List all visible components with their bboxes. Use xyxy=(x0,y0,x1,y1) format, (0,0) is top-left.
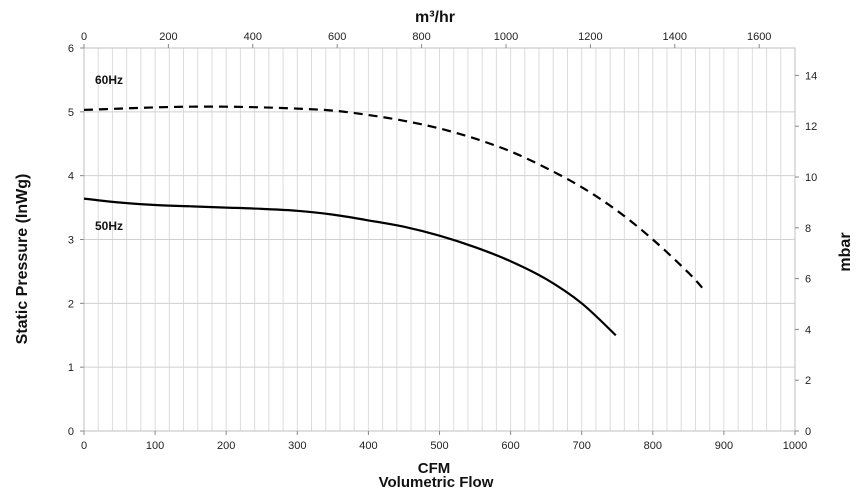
x-bottom-tick-label: 1000 xyxy=(783,440,807,452)
x-top-axis-title: m³/hr xyxy=(415,9,455,26)
y-left-tick-label: 5 xyxy=(68,107,74,119)
x-bottom-tick-label: 500 xyxy=(430,440,448,452)
y-right-tick-label: 14 xyxy=(805,70,817,82)
x-bottom-tick-label: 300 xyxy=(288,440,306,452)
x-bottom-tick-label: 200 xyxy=(217,440,235,452)
x-bottom-axis-subtitle: Volumetric Flow xyxy=(379,474,494,491)
y-right-tick-label: 0 xyxy=(805,426,811,438)
y-right-axis-title: mbar xyxy=(837,232,854,271)
x-bottom-tick-label: 100 xyxy=(146,440,164,452)
y-left-tick-label: 6 xyxy=(68,43,74,55)
y-right-tick-label: 4 xyxy=(805,324,811,336)
y-right-tick-label: 8 xyxy=(805,223,811,235)
series-line-60hz xyxy=(83,105,706,292)
x-bottom-tick-label: 600 xyxy=(501,440,519,452)
x-top-tick-label: 1400 xyxy=(663,31,687,43)
y-right-tick-label: 2 xyxy=(805,375,811,387)
x-top-tick-label: 1600 xyxy=(747,31,771,43)
x-top-tick-label: 1000 xyxy=(494,31,518,43)
x-top-tick-label: 1200 xyxy=(578,31,602,43)
y-left-tick-label: 4 xyxy=(68,171,74,183)
x-top-tick-label: 200 xyxy=(159,31,177,43)
series-group xyxy=(83,105,706,337)
x-bottom-tick-label: 900 xyxy=(715,440,733,452)
y-left-axis-title: Static Pressure (InWg) xyxy=(14,174,31,345)
y-left-tick-label: 3 xyxy=(68,235,74,247)
series-line-50hz xyxy=(83,197,617,337)
y-left-ticks: 0 1 2 3 4 5 6 xyxy=(68,43,84,438)
series-label-60hz: 60Hz xyxy=(95,73,123,87)
x-bottom-tick-label: 0 xyxy=(81,440,87,452)
y-right-ticks: 0 2 4 6 8 10 12 14 xyxy=(795,70,817,438)
x-bottom-tick-label: 700 xyxy=(573,440,591,452)
y-left-tick-label: 0 xyxy=(68,426,74,438)
x-bottom-tick-label: 800 xyxy=(644,440,662,452)
x-top-tick-label: 600 xyxy=(328,31,346,43)
y-right-tick-label: 10 xyxy=(805,172,817,184)
grid xyxy=(83,47,796,432)
y-left-tick-label: 2 xyxy=(68,298,74,310)
y-left-tick-label: 1 xyxy=(68,362,74,374)
x-top-ticks: 0 200 400 600 800 1000 1200 1400 1600 xyxy=(81,31,771,48)
x-bottom-axis-title: CFM xyxy=(418,460,451,477)
y-right-tick-label: 12 xyxy=(805,121,817,133)
series-label-50hz: 50Hz xyxy=(95,219,123,233)
x-bottom-tick-label: 400 xyxy=(359,440,377,452)
y-right-tick-label: 6 xyxy=(805,274,811,286)
x-bottom-ticks: 0 100 200 300 400 500 600 700 800 900 1000 xyxy=(81,431,807,452)
x-top-tick-label: 0 xyxy=(81,31,87,43)
x-top-tick-label: 400 xyxy=(244,31,262,43)
x-top-tick-label: 800 xyxy=(412,31,430,43)
